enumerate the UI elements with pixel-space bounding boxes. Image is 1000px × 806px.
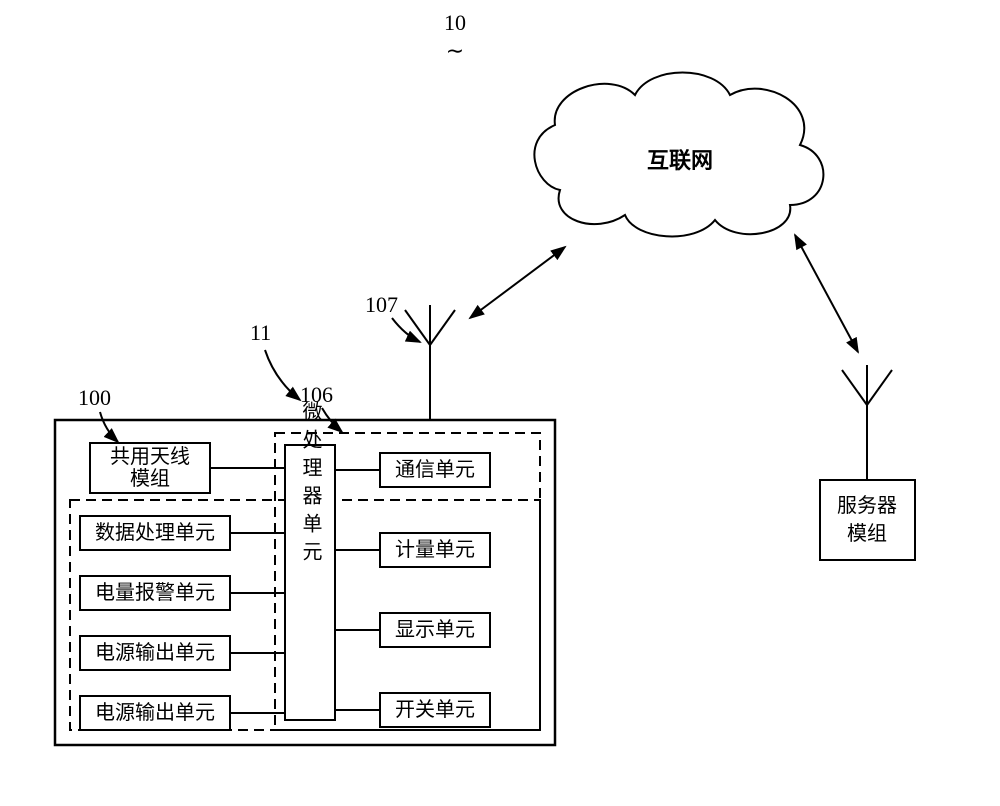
callout-107: 107 — [365, 292, 420, 342]
unit-label: 计量单元 — [395, 538, 475, 561]
link-cloud-server — [795, 235, 858, 352]
unit-shared-antenna: 共用天线 模组 — [90, 443, 285, 493]
diagram-svg: 10 ∼ 互联网 微处理器单元 共用天线 模组 数据处理单元 电量报警单元 电源… — [0, 0, 1000, 806]
unit-display: 显示单元 — [335, 613, 490, 647]
unit-power-alarm: 电量报警单元 — [80, 576, 285, 610]
unit-comm: 通信单元 — [335, 453, 490, 487]
callout-text: 106 — [300, 382, 333, 407]
antenna-server-icon — [842, 365, 892, 480]
callout-11: 11 — [250, 320, 300, 400]
unit-label: 共用天线 — [110, 445, 190, 468]
link-device-cloud — [470, 247, 565, 318]
unit-label: 通信单元 — [395, 458, 475, 481]
callout-text: 107 — [365, 292, 398, 317]
figure-tilde: ∼ — [446, 38, 464, 63]
callout-100: 100 — [78, 385, 118, 442]
antenna-device-icon — [405, 305, 455, 420]
mcu-block: 微处理器单元 — [285, 401, 335, 720]
server-module: 服务器 模组 — [820, 480, 915, 560]
unit-power-output-1: 电源输出单元 — [80, 636, 285, 670]
unit-power-output-2: 电源输出单元 — [80, 696, 285, 730]
callout-text: 11 — [250, 320, 271, 345]
unit-label: 数据处理单元 — [95, 521, 215, 544]
unit-label: 显示单元 — [395, 618, 475, 641]
unit-label: 开关单元 — [395, 698, 475, 721]
unit-label: 模组 — [130, 467, 170, 490]
server-label-1: 服务器 — [837, 494, 897, 517]
mcu-label: 微处理器单元 — [299, 401, 322, 569]
callout-text: 100 — [78, 385, 111, 410]
unit-switch: 开关单元 — [335, 693, 490, 727]
unit-label: 电源输出单元 — [95, 641, 215, 664]
unit-data-processing: 数据处理单元 — [80, 516, 285, 550]
server-label-2: 模组 — [847, 522, 887, 545]
unit-label: 电量报警单元 — [95, 581, 215, 604]
figure-number: 10 — [444, 10, 466, 35]
cloud-internet: 互联网 — [534, 73, 823, 237]
unit-label: 电源输出单元 — [95, 701, 215, 724]
cloud-label: 互联网 — [647, 148, 713, 173]
unit-measure: 计量单元 — [335, 533, 490, 567]
